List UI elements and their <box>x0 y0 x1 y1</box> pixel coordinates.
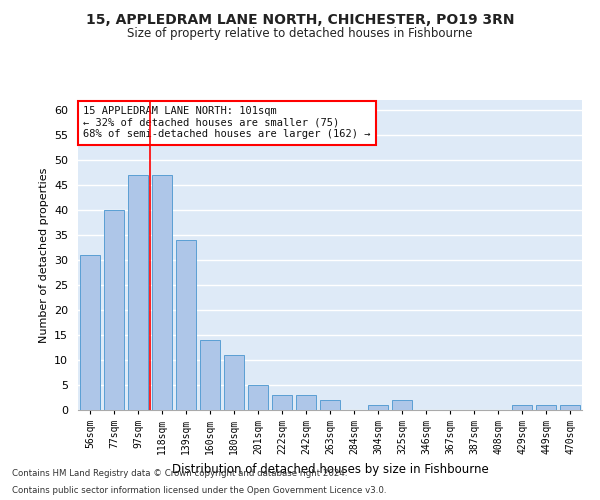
Bar <box>224 355 244 410</box>
Bar <box>248 385 268 410</box>
Bar <box>368 405 388 410</box>
Bar <box>296 395 316 410</box>
Bar <box>128 175 148 410</box>
Bar <box>272 395 292 410</box>
Bar <box>536 405 556 410</box>
Text: 15 APPLEDRAM LANE NORTH: 101sqm
← 32% of detached houses are smaller (75)
68% of: 15 APPLEDRAM LANE NORTH: 101sqm ← 32% of… <box>83 106 371 140</box>
Bar <box>80 255 100 410</box>
Bar <box>392 400 412 410</box>
Text: Contains HM Land Registry data © Crown copyright and database right 2024.: Contains HM Land Registry data © Crown c… <box>12 468 347 477</box>
Y-axis label: Number of detached properties: Number of detached properties <box>38 168 49 342</box>
Bar <box>200 340 220 410</box>
Bar <box>152 175 172 410</box>
Bar <box>320 400 340 410</box>
Bar <box>104 210 124 410</box>
Bar <box>176 240 196 410</box>
Text: Contains public sector information licensed under the Open Government Licence v3: Contains public sector information licen… <box>12 486 386 495</box>
X-axis label: Distribution of detached houses by size in Fishbourne: Distribution of detached houses by size … <box>172 462 488 475</box>
Bar <box>512 405 532 410</box>
Bar <box>560 405 580 410</box>
Text: Size of property relative to detached houses in Fishbourne: Size of property relative to detached ho… <box>127 28 473 40</box>
Text: 15, APPLEDRAM LANE NORTH, CHICHESTER, PO19 3RN: 15, APPLEDRAM LANE NORTH, CHICHESTER, PO… <box>86 12 514 26</box>
